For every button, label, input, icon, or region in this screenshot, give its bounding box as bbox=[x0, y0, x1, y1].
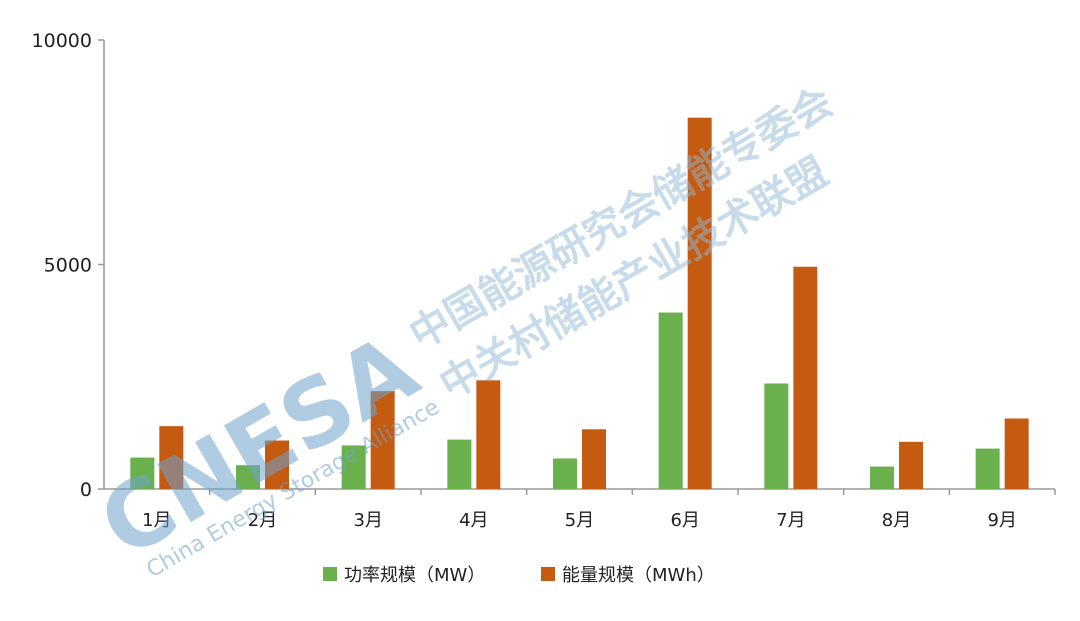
x-tick-label: 4月 bbox=[459, 510, 488, 531]
bar-power-7 bbox=[764, 383, 789, 489]
x-labels: 1月 2月 3月 4月 5月 6月 7月 8月 9月 bbox=[142, 489, 1056, 531]
y-tick-label: 10000 bbox=[32, 30, 92, 52]
bar-energy-1 bbox=[159, 426, 184, 489]
bar-energy-9 bbox=[1004, 418, 1029, 489]
x-tick-label: 3月 bbox=[353, 510, 382, 531]
x-tick-label: 6月 bbox=[670, 510, 699, 531]
bar-energy-7 bbox=[793, 266, 818, 489]
bar-power-4 bbox=[447, 439, 472, 489]
bars bbox=[130, 117, 1029, 489]
legend-swatch-energy bbox=[541, 567, 555, 581]
bar-power-1 bbox=[130, 457, 155, 489]
y-tick-label: 0 bbox=[80, 479, 92, 501]
watermark: CNESA China Energy Storage Alliance 中国能源… bbox=[83, 79, 841, 583]
bar-power-9 bbox=[975, 448, 1000, 489]
y-tick-label: 5000 bbox=[44, 255, 92, 277]
y-ticks: 0 5000 10000 bbox=[32, 30, 104, 501]
bar-energy-3 bbox=[370, 391, 395, 489]
bar-energy-5 bbox=[582, 429, 606, 489]
bar-energy-6 bbox=[687, 117, 712, 489]
bar-power-2 bbox=[236, 465, 260, 489]
bar-power-5 bbox=[553, 458, 577, 489]
legend: 功率规模（MW） 能量规模（MWh） bbox=[323, 565, 715, 586]
legend-swatch-power bbox=[323, 567, 337, 581]
bar-energy-2 bbox=[265, 440, 289, 489]
x-tick-label: 2月 bbox=[248, 510, 277, 531]
x-tick-label: 8月 bbox=[882, 510, 911, 531]
bar-power-8 bbox=[870, 466, 894, 489]
bar-energy-8 bbox=[899, 441, 923, 489]
bar-energy-4 bbox=[476, 380, 501, 489]
x-tick-label: 5月 bbox=[565, 510, 594, 531]
x-tick-label: 1月 bbox=[142, 510, 171, 531]
bar-power-6 bbox=[658, 312, 683, 489]
x-tick-label: 7月 bbox=[776, 510, 805, 531]
legend-label-power: 功率规模（MW） bbox=[344, 565, 485, 586]
legend-label-energy: 能量规模（MWh） bbox=[562, 565, 715, 586]
bar-power-3 bbox=[341, 445, 366, 489]
x-tick-label: 9月 bbox=[987, 510, 1016, 531]
